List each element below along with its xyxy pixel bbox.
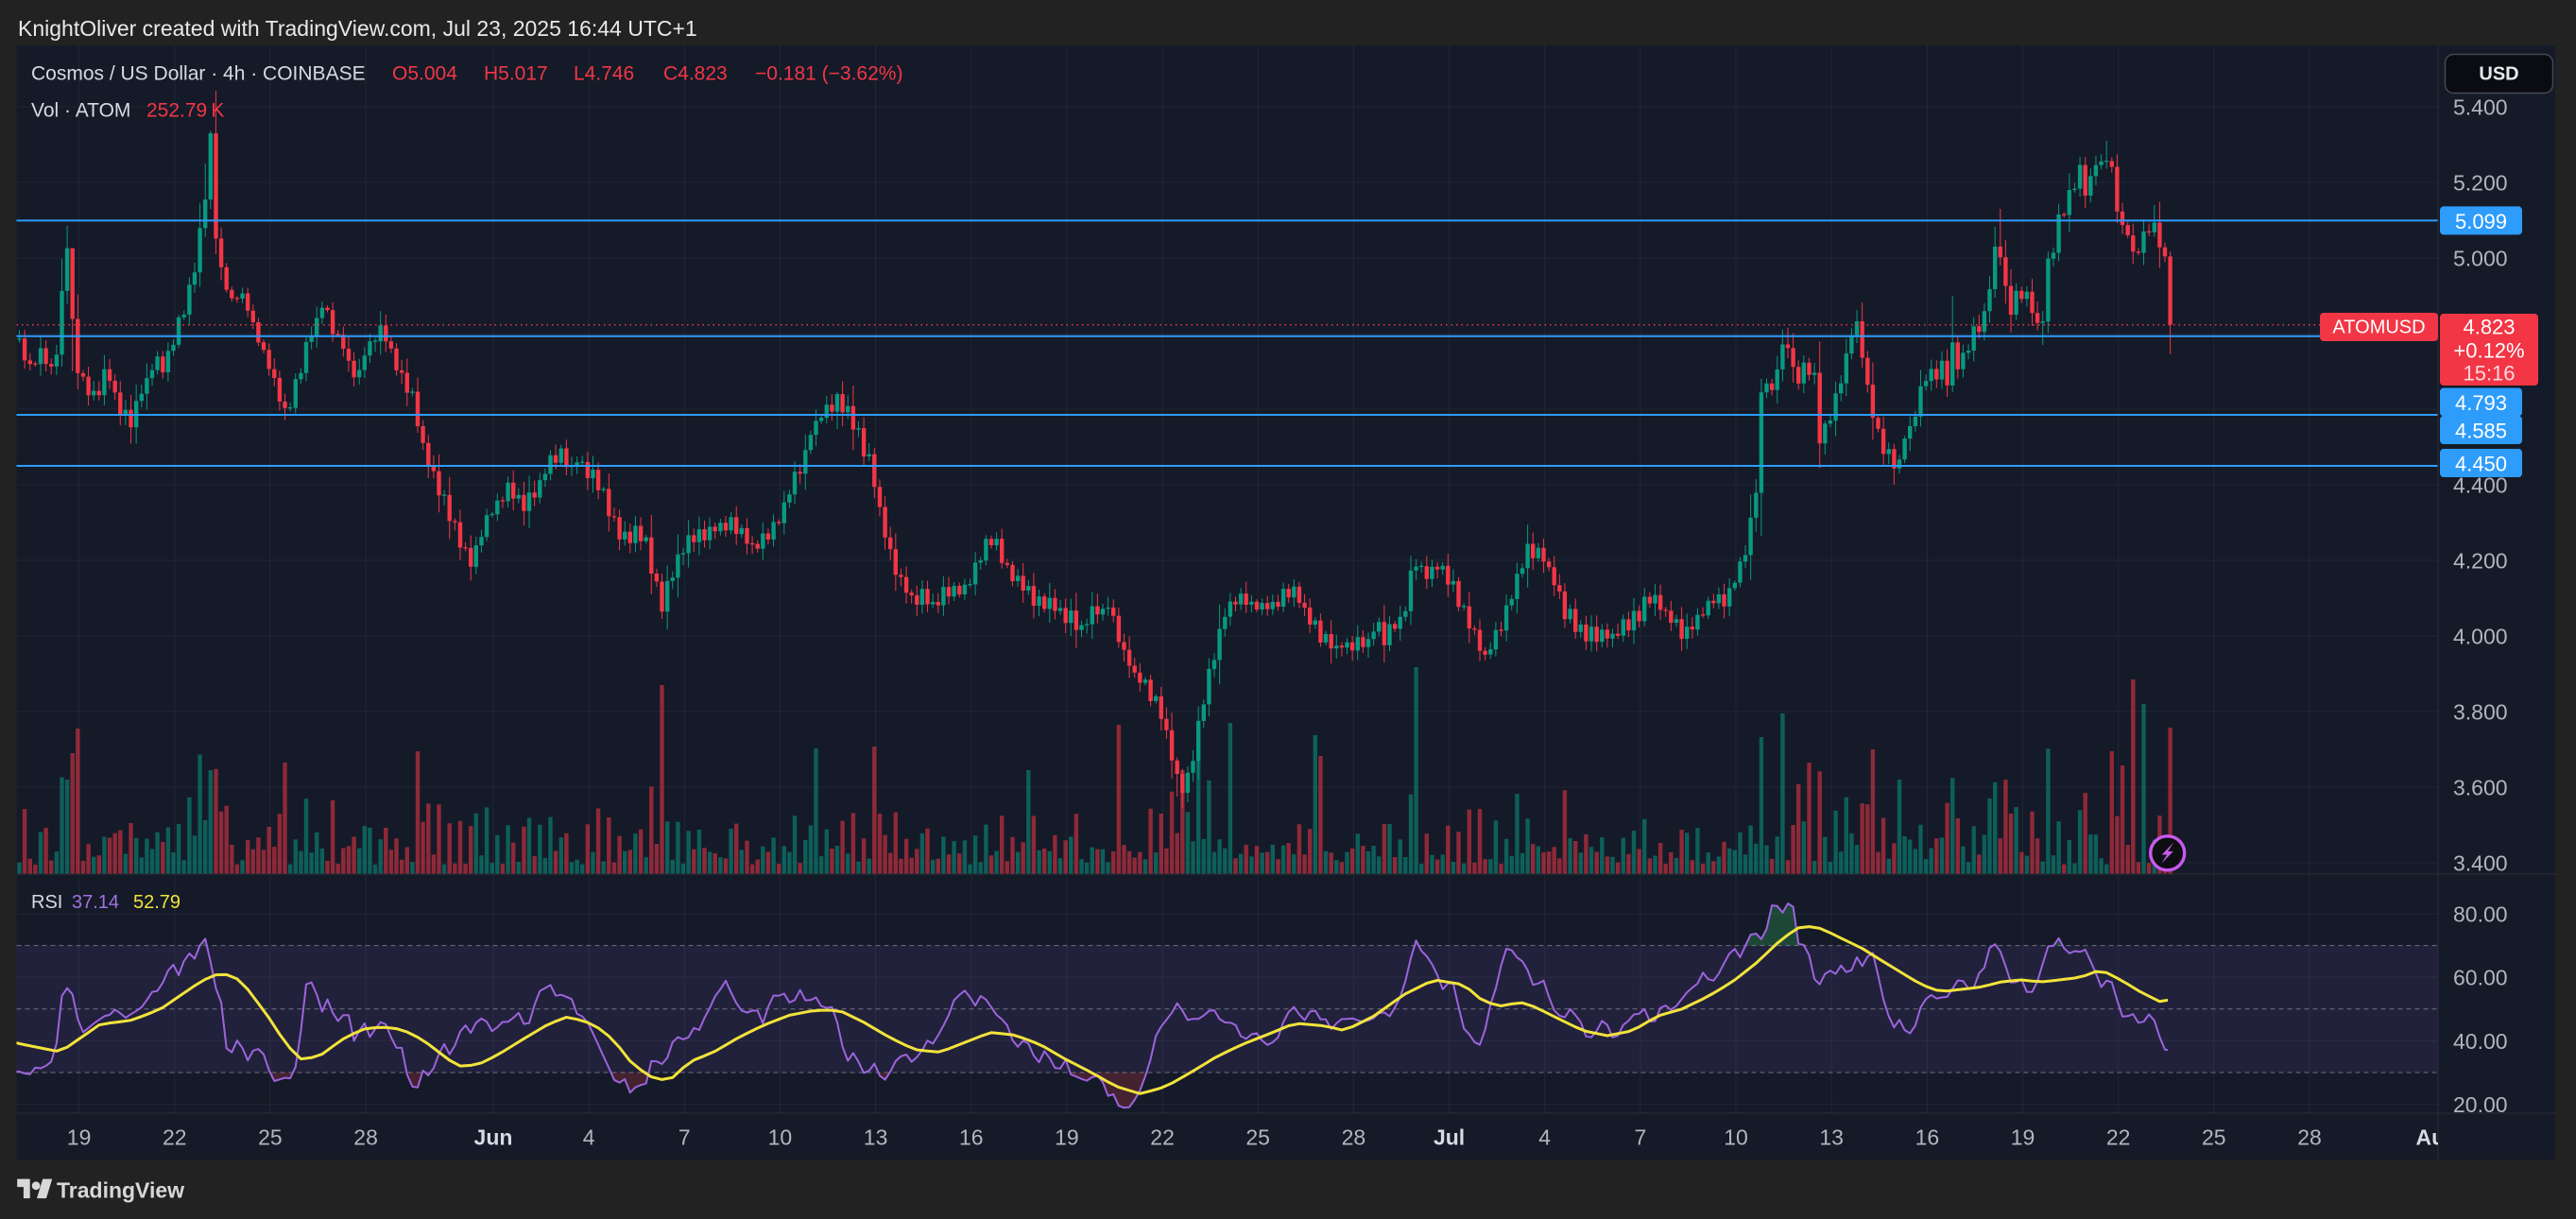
svg-text:80.00: 80.00 (2453, 902, 2508, 927)
svg-text:37.14: 37.14 (72, 892, 119, 913)
svg-text:28: 28 (353, 1125, 378, 1150)
svg-text:13: 13 (864, 1125, 888, 1150)
svg-text:15:16: 15:16 (2463, 362, 2515, 386)
svg-text:22: 22 (2106, 1125, 2131, 1150)
svg-text:−0.181 (−3.62%): −0.181 (−3.62%) (755, 63, 902, 85)
svg-text:Cosmos / US Dollar · 4h · COIN: Cosmos / US Dollar · 4h · COINBASE (31, 63, 366, 85)
svg-text:4: 4 (1538, 1125, 1551, 1150)
svg-text:7: 7 (678, 1125, 691, 1150)
svg-text:5.200: 5.200 (2453, 171, 2508, 196)
svg-text:25: 25 (1245, 1125, 1270, 1150)
svg-text:4.585: 4.585 (2455, 420, 2507, 443)
svg-text:Aug: Aug (2416, 1125, 2459, 1150)
svg-text:19: 19 (67, 1125, 92, 1150)
svg-text:5.000: 5.000 (2453, 247, 2508, 271)
svg-text:20.00: 20.00 (2453, 1092, 2508, 1117)
svg-text:28: 28 (2297, 1125, 2322, 1150)
svg-text:5.400: 5.400 (2453, 95, 2508, 120)
svg-text:28: 28 (1342, 1125, 1366, 1150)
svg-text:4.823: 4.823 (2463, 316, 2515, 339)
svg-text:25: 25 (2202, 1125, 2226, 1150)
svg-text:USD: USD (2479, 64, 2518, 85)
svg-text:4.450: 4.450 (2455, 453, 2507, 476)
svg-text:16: 16 (959, 1125, 984, 1150)
svg-text:3.400: 3.400 (2453, 851, 2508, 876)
svg-text:3.600: 3.600 (2453, 776, 2508, 800)
svg-text:22: 22 (163, 1125, 187, 1150)
svg-text:10: 10 (768, 1125, 793, 1150)
svg-text:22: 22 (1150, 1125, 1175, 1150)
svg-text:TradingView: TradingView (57, 1178, 184, 1203)
svg-text:RSI: RSI (31, 892, 62, 913)
svg-text:4.200: 4.200 (2453, 549, 2508, 574)
svg-text:7: 7 (1635, 1125, 1647, 1150)
svg-text:C4.823: C4.823 (663, 63, 728, 85)
svg-text:Jul: Jul (1434, 1125, 1465, 1150)
svg-text:19: 19 (1055, 1125, 1079, 1150)
svg-text:4: 4 (583, 1125, 595, 1150)
svg-text:60.00: 60.00 (2453, 966, 2508, 990)
svg-text:L4.746: L4.746 (574, 63, 634, 85)
svg-text:25: 25 (258, 1125, 283, 1150)
svg-text:+0.12%: +0.12% (2453, 339, 2524, 363)
svg-text:40.00: 40.00 (2453, 1029, 2508, 1054)
svg-text:3.800: 3.800 (2453, 700, 2508, 725)
svg-text:Vol · ATOM: Vol · ATOM (31, 100, 130, 122)
svg-text:4.793: 4.793 (2455, 391, 2507, 415)
svg-text:52.79: 52.79 (133, 892, 180, 913)
svg-text:KnightOliver created with Trad: KnightOliver created with TradingView.co… (18, 16, 697, 41)
svg-text:16: 16 (1915, 1125, 1940, 1150)
svg-text:252.79 K: 252.79 K (146, 100, 224, 122)
svg-text:19: 19 (2011, 1125, 2035, 1150)
svg-text:4.000: 4.000 (2453, 625, 2508, 649)
svg-text:10: 10 (1724, 1125, 1748, 1150)
svg-text:ATOMUSD: ATOMUSD (2332, 318, 2425, 338)
svg-text:Jun: Jun (474, 1125, 513, 1150)
svg-text:O5.004: O5.004 (392, 63, 457, 85)
svg-text:5.099: 5.099 (2455, 210, 2507, 233)
svg-text:13: 13 (1819, 1125, 1844, 1150)
svg-text:H5.017: H5.017 (484, 63, 548, 85)
